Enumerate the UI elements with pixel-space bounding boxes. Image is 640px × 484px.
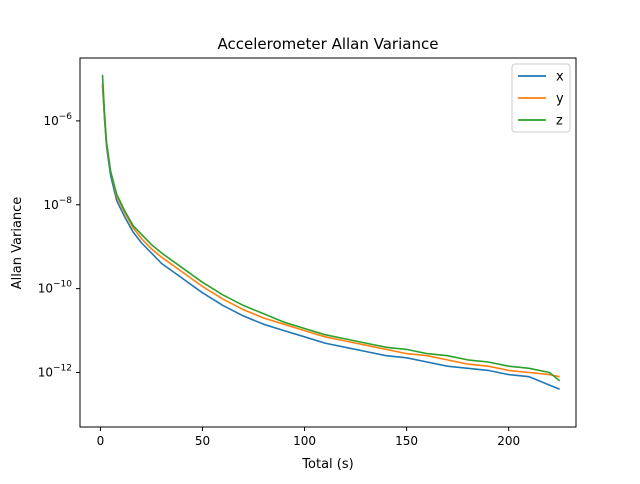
series-line-x <box>101 85 561 391</box>
y-tick-label: 10−12 <box>38 363 72 379</box>
x-tick-label: 0 <box>97 434 105 448</box>
series-line-y <box>101 83 560 378</box>
legend: xyz <box>511 63 571 133</box>
axes-layer: 0 50 100 150 200 10−6 10−8 10−10 10−12 <box>38 57 577 448</box>
plot-frame <box>79 57 577 428</box>
x-tick-label: 100 <box>293 434 316 448</box>
chart-title: Accelerometer Allan Variance <box>218 35 439 53</box>
x-axis-label: Total (s) <box>301 457 353 472</box>
legend-label-z: z <box>556 114 563 129</box>
x-tick-label: 200 <box>497 434 520 448</box>
y-tick-label: 10−10 <box>38 280 73 296</box>
y-tick-label: 10−8 <box>43 196 72 212</box>
y-tick-label: 10−6 <box>43 112 72 128</box>
x-tick-label: 150 <box>395 434 418 448</box>
x-tick-label: 50 <box>195 434 210 448</box>
series-layer <box>101 74 561 391</box>
series-line-z <box>101 74 561 382</box>
legend-label-x: x <box>556 70 564 85</box>
y-axis-label: Allan Variance <box>10 197 25 290</box>
legend-label-y: y <box>556 92 564 107</box>
